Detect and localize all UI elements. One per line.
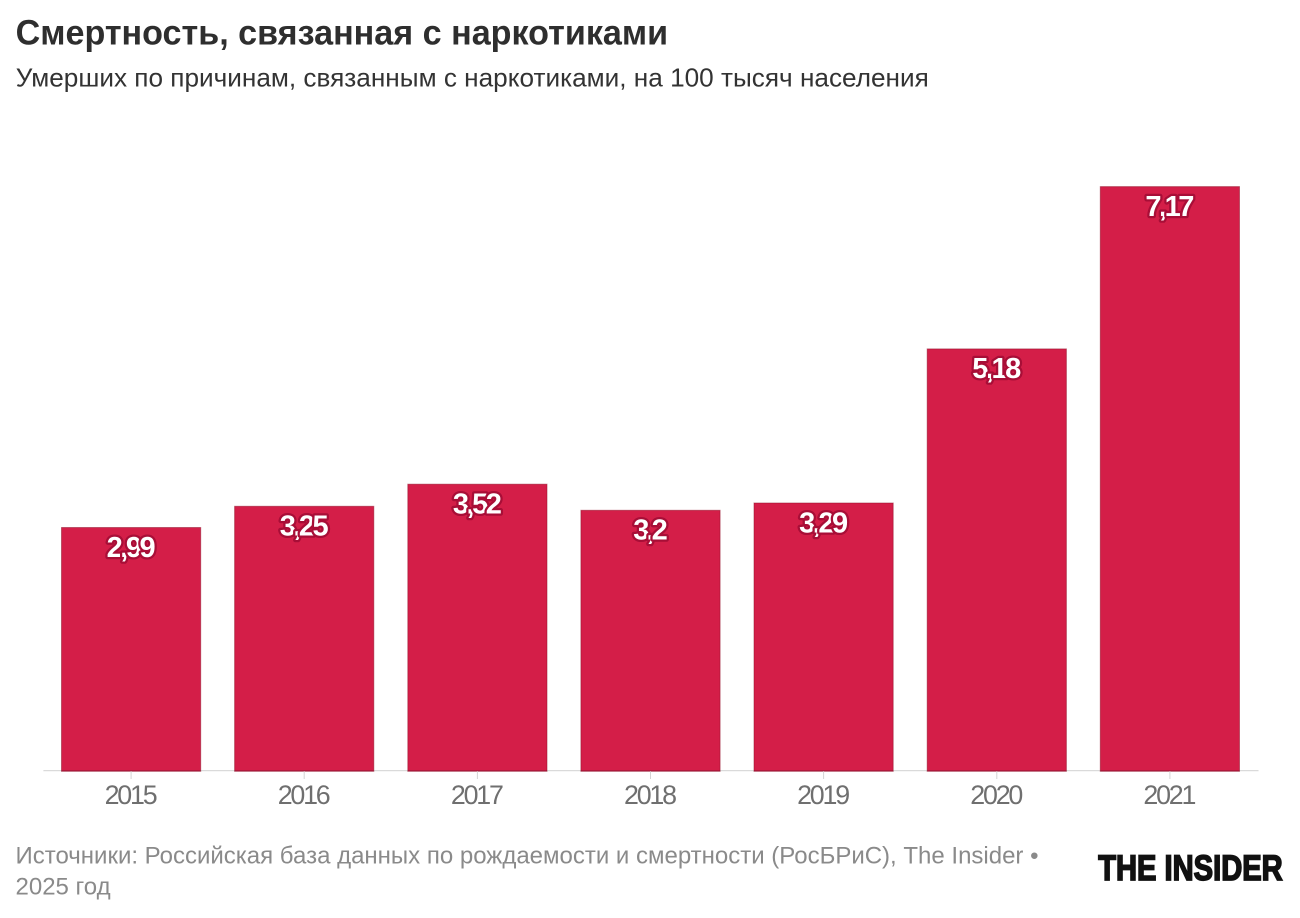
svg-text:3,25: 3,25 [280, 511, 329, 543]
svg-text:2019: 2019 [797, 780, 850, 810]
svg-text:7,17: 7,17 [1145, 191, 1194, 223]
svg-text:2025 год: 2025 год [16, 874, 111, 901]
svg-text:3,52: 3,52 [453, 489, 502, 521]
svg-text:THE INSIDER: THE INSIDER [1098, 848, 1283, 888]
svg-text:Смертность, связанная с наркот: Смертность, связанная с наркотиками [16, 13, 669, 52]
svg-text:2015: 2015 [105, 780, 158, 810]
svg-text:2,99: 2,99 [107, 532, 156, 564]
svg-text:3,29: 3,29 [799, 507, 848, 539]
svg-text:2016: 2016 [278, 780, 331, 810]
svg-text:2018: 2018 [624, 780, 677, 810]
svg-text:3,2: 3,2 [633, 515, 668, 547]
svg-text:2021: 2021 [1143, 780, 1196, 810]
svg-text:Источники: Российская база дан: Источники: Российская база данных по рож… [16, 842, 1039, 869]
svg-text:Умерших по причинам, связанным: Умерших по причинам, связанным с наркоти… [16, 63, 929, 93]
svg-text:2020: 2020 [970, 780, 1023, 810]
svg-text:5,18: 5,18 [972, 353, 1021, 385]
svg-text:2017: 2017 [451, 780, 504, 810]
